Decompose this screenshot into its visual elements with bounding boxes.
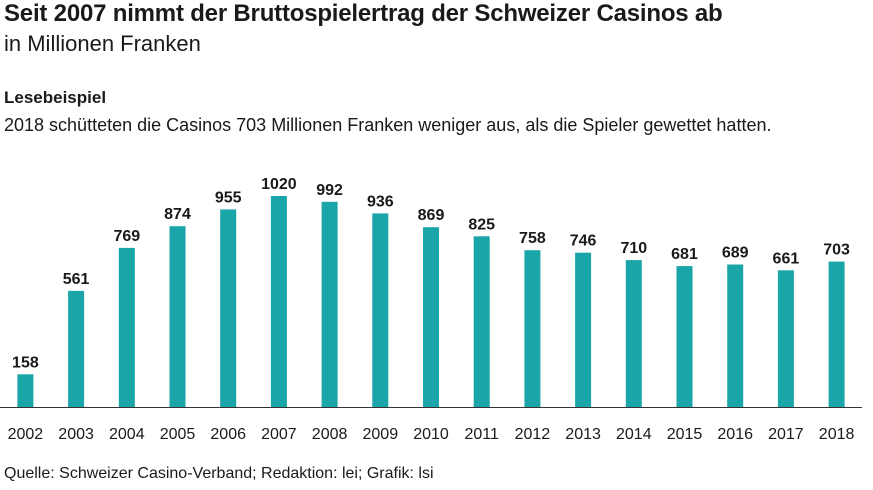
bar-2005 [169, 226, 186, 407]
bar-2007 [270, 196, 287, 407]
chart-title: Seit 2007 nimmt der Bruttospielertrag de… [4, 0, 723, 27]
bar-chart: 158 561 769 874 955 1020 992 936 869 825 758 746 710… [0, 176, 862, 443]
bars-group [17, 196, 845, 407]
reading-example-heading: Lesebeispiel [4, 88, 107, 107]
x-tick-2017: 2017 [768, 426, 804, 443]
value-label-2002: 158 [12, 354, 39, 371]
value-label-2007: 1020 [261, 176, 297, 193]
bar-2014 [625, 260, 642, 407]
x-tick-2006: 2006 [210, 426, 246, 443]
value-label-2011: 825 [468, 216, 495, 233]
x-tick-2014: 2014 [616, 426, 652, 443]
value-label-2010: 869 [418, 207, 445, 224]
bar-2016 [727, 264, 744, 407]
value-label-2008: 992 [316, 182, 343, 199]
value-label-2012: 758 [519, 230, 546, 247]
bar-2006 [220, 209, 237, 407]
bar-2003 [68, 290, 85, 407]
x-tick-2012: 2012 [515, 426, 551, 443]
x-tick-2009: 2009 [363, 426, 399, 443]
x-tick-2005: 2005 [160, 426, 196, 443]
source-note: Quelle: Schweizer Casino-Verband; Redakt… [4, 465, 434, 482]
bar-2011 [473, 236, 490, 407]
bar-2010 [423, 227, 439, 407]
value-label-2018: 703 [823, 242, 850, 259]
bar-2004 [118, 247, 135, 407]
value-label-2015: 681 [671, 246, 698, 263]
x-tick-2013: 2013 [565, 426, 601, 443]
x-tick-2018: 2018 [819, 426, 855, 443]
x-tick-2016: 2016 [717, 426, 753, 443]
value-label-2006: 955 [215, 189, 242, 206]
x-tick-2015: 2015 [667, 426, 703, 443]
bar-2017 [777, 270, 794, 407]
x-tick-2007: 2007 [261, 426, 297, 443]
x-tick-2002: 2002 [8, 426, 44, 443]
value-label-2009: 936 [367, 193, 394, 210]
value-labels-group: 158 561 769 874 955 1020 992 936 869 825 758 746 710… [12, 176, 850, 371]
x-tick-2004: 2004 [109, 426, 145, 443]
value-label-2004: 769 [113, 228, 140, 245]
value-label-2014: 710 [620, 240, 647, 257]
x-tick-2011: 2011 [464, 426, 499, 443]
bar-2018 [828, 261, 845, 407]
bar-2013 [575, 252, 592, 407]
value-label-2003: 561 [63, 271, 90, 288]
value-label-2013: 746 [570, 233, 597, 250]
x-tick-2010: 2010 [413, 426, 449, 443]
bar-2012 [524, 250, 541, 407]
bar-2009 [372, 213, 389, 407]
bar-2002 [17, 374, 34, 407]
bar-2008 [321, 201, 338, 407]
value-label-2005: 874 [164, 206, 191, 223]
reading-example-text: 2018 schütteten die Casinos 703 Millione… [4, 115, 772, 135]
x-tick-labels-group: 2002 2003 2004 2005 2006 2007 2008 2009 2010 2011… [8, 426, 855, 443]
value-label-2016: 689 [722, 245, 749, 262]
x-tick-2008: 2008 [312, 426, 348, 443]
chart-subtitle: in Millionen Franken [4, 31, 201, 56]
value-label-2017: 661 [773, 250, 800, 267]
bar-2015 [676, 266, 693, 407]
x-tick-2003: 2003 [58, 426, 94, 443]
